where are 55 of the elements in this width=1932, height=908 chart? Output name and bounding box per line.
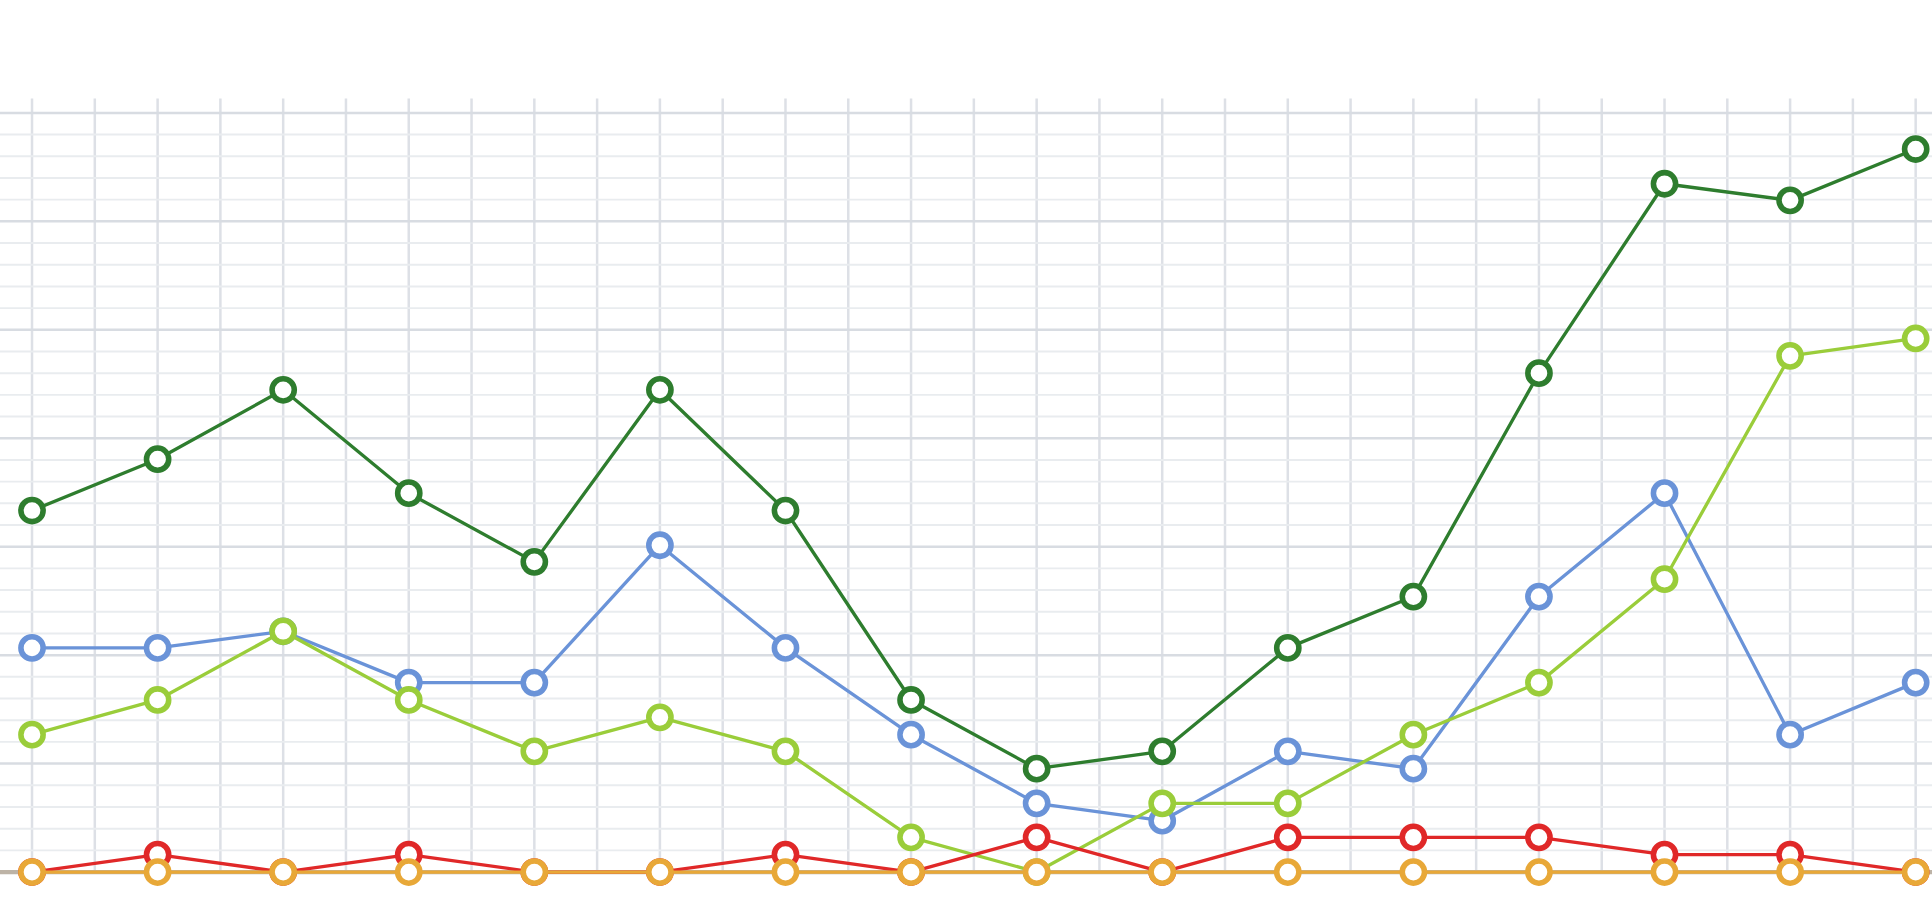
point [1148, 789, 1177, 818]
point [1650, 858, 1679, 886]
point [1399, 582, 1428, 611]
point [143, 686, 172, 714]
point [897, 686, 925, 714]
point [771, 496, 800, 525]
point [1901, 324, 1930, 353]
point [1776, 720, 1804, 749]
point [1022, 789, 1051, 818]
point [1022, 754, 1051, 783]
point [771, 634, 800, 662]
point [771, 858, 800, 886]
point [646, 375, 674, 404]
point [1399, 823, 1428, 852]
point [18, 496, 46, 525]
point [18, 720, 46, 749]
point [394, 686, 423, 714]
point [1273, 789, 1302, 818]
point [394, 479, 423, 508]
point [1399, 720, 1428, 749]
point [1273, 737, 1302, 766]
point [520, 547, 549, 576]
point [1273, 634, 1302, 662]
point [1650, 169, 1679, 198]
point [1273, 823, 1302, 852]
point [1650, 565, 1679, 594]
point [1525, 823, 1553, 852]
point [1525, 668, 1553, 697]
point [1399, 858, 1428, 886]
point [1776, 858, 1804, 886]
point [1399, 754, 1428, 783]
point [646, 531, 674, 560]
point [771, 737, 800, 766]
point [646, 703, 674, 732]
point [1776, 186, 1804, 215]
point [143, 634, 172, 662]
point [394, 858, 423, 886]
point [1901, 668, 1930, 697]
point [1901, 135, 1930, 163]
point [269, 375, 298, 404]
point [143, 858, 172, 886]
point [1776, 341, 1804, 370]
point [18, 634, 46, 662]
point [1022, 823, 1051, 852]
point [1525, 858, 1553, 886]
point [1525, 582, 1553, 611]
point [143, 445, 172, 474]
point [520, 737, 549, 766]
point [520, 668, 549, 697]
point [1148, 737, 1177, 766]
point [897, 823, 925, 852]
point [1525, 359, 1553, 388]
point [1650, 479, 1679, 508]
point [897, 720, 925, 749]
point [1273, 858, 1302, 886]
